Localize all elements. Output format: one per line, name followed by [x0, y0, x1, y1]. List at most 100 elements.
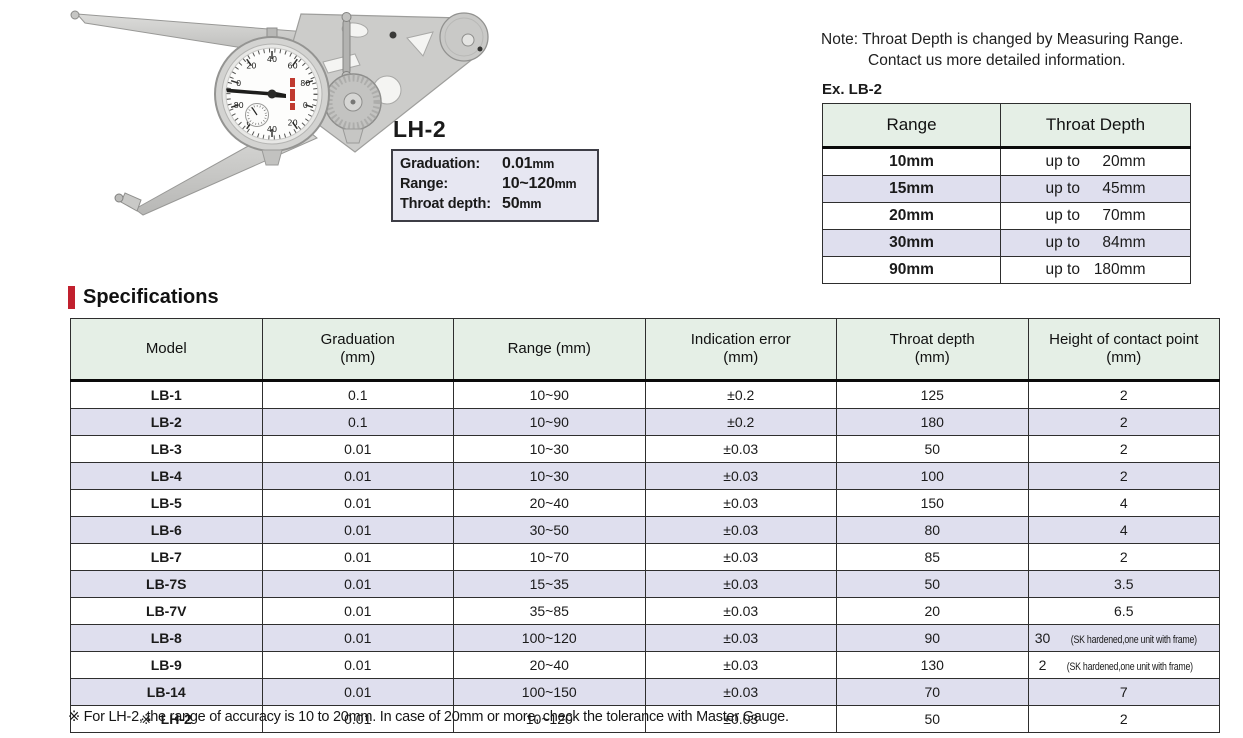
spec-table-row: LB-1 0.1 10~90 ±0.2 125 2	[70, 380, 1220, 409]
spec-table-row: LB-7V 0.01 35~85 ±0.03 20 6.5	[70, 597, 1220, 625]
graduation-cell: 0.01	[261, 543, 454, 571]
ex-depth-cell: up to 20mm	[1000, 147, 1191, 176]
note-line: Note: Throat Depth is changed by Measuri…	[821, 31, 1184, 48]
indication-error-cell: ±0.03	[644, 651, 837, 679]
info-label: Throat depth:	[400, 196, 491, 212]
throat-depth-cell: 50	[836, 705, 1029, 733]
model-cell: LB-5	[70, 489, 263, 517]
svg-text:40: 40	[267, 125, 277, 134]
svg-text:20: 20	[246, 62, 256, 71]
svg-text:0: 0	[236, 79, 241, 88]
section-accent-bar	[68, 286, 75, 309]
model-name: LB-8	[150, 630, 182, 646]
spec-table-row: LB-4 0.01 10~30 ±0.03 100 2	[70, 462, 1220, 490]
range-cell: 15~35	[453, 570, 646, 598]
indication-error-cell: ±0.2	[644, 380, 837, 409]
throat-depth-cell: 90	[836, 624, 1029, 652]
ex-depth-cell: up to 84mm	[1000, 229, 1191, 257]
model-name: LB-7V	[146, 603, 187, 619]
graduation-cell: 0.01	[261, 651, 454, 679]
range-cell: 30~50	[453, 516, 646, 544]
ex-range-cell: 20mm	[822, 202, 1001, 230]
model-name: LB-4	[150, 468, 182, 484]
specifications-heading: Specifications	[68, 286, 219, 309]
spec-column-header: Range (mm)	[453, 318, 646, 382]
contact-point-height-cell: 6.5	[1027, 597, 1220, 625]
graduation-cell: 0.01	[261, 624, 454, 652]
range-cell: 10~90	[453, 408, 646, 436]
range-cell: 35~85	[453, 597, 646, 625]
throat-depth-cell: 130	[836, 651, 1029, 679]
model-name: LB-2	[150, 414, 182, 430]
contact-point-height-cell: 2	[1027, 543, 1220, 571]
spec-column-header: Model	[70, 318, 263, 382]
model-cell: LB-14	[70, 678, 263, 706]
ex-range-cell: 30mm	[822, 229, 1001, 257]
model-cell: LB-9	[70, 651, 263, 679]
spec-column-header: Indication error (mm)	[644, 318, 837, 382]
contact-point-height-cell: 2	[1027, 408, 1220, 436]
ex-depth-cell: up to 70mm	[1000, 202, 1191, 230]
ex-col-range: Range	[822, 103, 1001, 149]
throat-depth-cell: 20	[836, 597, 1029, 625]
contact-point-height-cell: 2 (SK hardened,one unit with frame)	[1027, 651, 1220, 679]
brand-mark	[290, 78, 295, 110]
indication-error-cell: ±0.03	[644, 516, 837, 544]
model-cell: LB-7S	[70, 570, 263, 598]
model-name: LB-14	[146, 684, 186, 700]
svg-text:60: 60	[288, 62, 298, 71]
ex-table-row: 30mm up to 84mm	[822, 229, 1191, 257]
graduation-cell: 0.01	[261, 597, 454, 625]
model-cell: LB-3	[70, 435, 263, 463]
range-cell: 100~150	[453, 678, 646, 706]
indication-error-cell: ±0.2	[644, 408, 837, 436]
throat-depth-cell: 180	[836, 408, 1029, 436]
spec-table-row: LB-8 0.01 100~120 ±0.03 90 30 (SK harden…	[70, 624, 1220, 652]
graduation-cell: 0.01	[261, 678, 454, 706]
ex-table-row: 90mm up to 180mm	[822, 256, 1191, 284]
model-cell: LB-8	[70, 624, 263, 652]
throat-depth-cell: 80	[836, 516, 1029, 544]
product-model-title: LH-2	[393, 116, 447, 142]
model-cell: LB-7V	[70, 597, 263, 625]
indication-error-cell: ±0.03	[644, 705, 837, 733]
throat-depth-cell: 100	[836, 462, 1029, 490]
graduation-cell: 0.1	[261, 380, 454, 409]
throat-depth-cell: 50	[836, 570, 1029, 598]
model-name: LH-2	[160, 710, 192, 727]
graduation-cell: 0.01	[261, 462, 454, 490]
range-cell: 100~120	[453, 624, 646, 652]
spec-table-row: LB-6 0.01 30~50 ±0.03 80 4	[70, 516, 1220, 544]
range-cell: 20~40	[453, 489, 646, 517]
specifications-table: Model Graduation (mm) Range (mm) Indicat…	[70, 318, 1220, 733]
section-title: Specifications	[83, 286, 219, 308]
indication-error-cell: ±0.03	[644, 462, 837, 490]
model-cell: LB-1	[70, 380, 263, 409]
model-name: LB-7	[150, 549, 182, 565]
indication-error-cell: ±0.03	[644, 489, 837, 517]
throat-depth-cell: 150	[836, 489, 1029, 517]
graduation-cell: 0.01	[261, 570, 454, 598]
ex-col-throat-depth: Throat Depth	[1000, 103, 1191, 149]
footnote: ※ For LH-2, the range of accuracy is 10 …	[68, 709, 789, 725]
model-name: LB-7S	[146, 576, 187, 592]
ex-depth-cell: up to 45mm	[1000, 175, 1191, 203]
info-value: 50mm	[502, 195, 542, 212]
throat-depth-cell: 70	[836, 678, 1029, 706]
range-cell: 20~40	[453, 651, 646, 679]
spec-table-row: LB-9 0.01 20~40 ±0.03 130 2 (SK hardened…	[70, 651, 1220, 679]
graduation-cell: 0.01	[261, 705, 454, 733]
ex-table-row: 15mm up to 45mm	[822, 175, 1191, 203]
spec-table-row: LB-7 0.01 10~70 ±0.03 85 2	[70, 543, 1220, 571]
example-throat-depth-table: Range Throat Depth 10mm up to 20mm 15mm u…	[822, 103, 1191, 284]
svg-text:20: 20	[288, 118, 298, 127]
contact-point-height-cell: 7	[1027, 678, 1220, 706]
reference-mark: ※	[140, 711, 152, 727]
range-cell: 10~70	[453, 543, 646, 571]
indication-error-cell: ±0.03	[644, 435, 837, 463]
throat-depth-cell: 85	[836, 543, 1029, 571]
spec-table-row: LB-7S 0.01 15~35 ±0.03 50 3.5	[70, 570, 1220, 598]
info-box-row: Throat depth: 50mm	[400, 195, 590, 215]
